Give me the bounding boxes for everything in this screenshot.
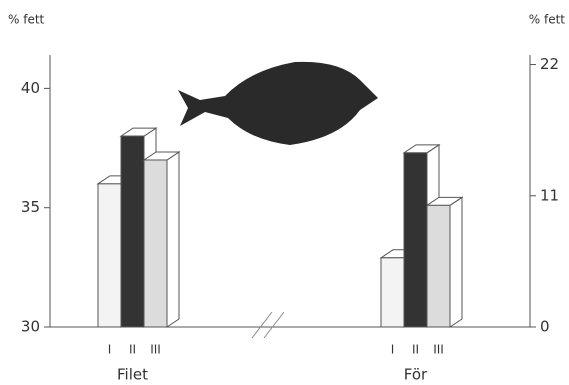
bar (404, 153, 427, 327)
axis-break (252, 312, 284, 338)
x-tick-label: III (150, 343, 161, 357)
bar (381, 258, 404, 327)
bar-side (450, 197, 462, 327)
y2-axis-title: % fett (529, 13, 566, 27)
bar (121, 136, 144, 327)
chart: % fett % fett 30354001122IIIIIIFiletIIII… (0, 0, 569, 385)
y2-tick-label: 22 (540, 55, 559, 73)
x-tick-label: II (129, 343, 136, 357)
group-label: Filet (117, 366, 148, 384)
x-tick-label: I (108, 343, 112, 357)
bar-side (167, 152, 179, 327)
x-tick-label: I (391, 343, 395, 357)
bar (427, 205, 450, 327)
y-tick-label: 30 (21, 318, 40, 336)
x-tick-label: II (412, 343, 419, 357)
fish-illustration (178, 62, 378, 145)
y-tick-label: 40 (21, 79, 40, 97)
y2-tick-label: 11 (540, 186, 559, 204)
y-tick-label: 35 (21, 198, 40, 216)
y-axis-title: % fett (8, 13, 45, 27)
bar (98, 184, 121, 327)
x-tick-label: III (433, 343, 444, 357)
bar (144, 160, 167, 327)
y2-tick-label: 0 (540, 318, 550, 336)
group-label: För (404, 366, 428, 384)
